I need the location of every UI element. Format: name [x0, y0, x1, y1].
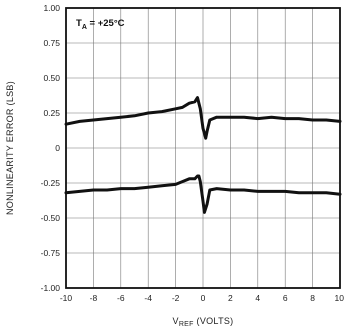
x-tick-label: 8	[310, 293, 315, 303]
x-tick-label: -6	[117, 293, 125, 303]
x-axis-label-rest: (VOLTS)	[194, 316, 234, 326]
series-line-2	[64, 174, 342, 214]
annotation-sub: A	[82, 24, 87, 31]
y-tick-label: -0.75	[41, 248, 61, 258]
y-tick-labels: 1.00 0.75 0.50 0.25 0 -0.25 -0.50 -0.75 -1.00	[41, 3, 61, 293]
y-tick-label: 0.25	[43, 108, 60, 118]
x-tick-label: 6	[283, 293, 288, 303]
y-tick-label: -1.00	[41, 283, 61, 293]
x-axis-label: VREF (VOLTS)	[173, 316, 234, 328]
annotation-main: T	[76, 18, 82, 29]
x-axis-label-sub: REF	[179, 321, 194, 328]
y-tick-label: 0	[55, 143, 60, 153]
y-tick-label: 0.75	[43, 38, 60, 48]
y-axis-label: NONLINEARITY ERROR (LSB)	[5, 81, 15, 215]
x-tick-label: 4	[255, 293, 260, 303]
series-layer	[64, 96, 342, 214]
y-tick-label: -0.25	[41, 178, 61, 188]
x-tick-label: -10	[60, 293, 73, 303]
y-tick-label: -0.50	[41, 213, 61, 223]
y-tick-label: 0.50	[43, 73, 60, 83]
x-axis-label-main: V	[173, 316, 179, 326]
series-line-1	[64, 96, 342, 140]
x-tick-label: -4	[144, 293, 152, 303]
x-tick-label: 10	[335, 293, 344, 303]
plot-frame	[65, 7, 341, 289]
y-tick-label: 1.00	[43, 3, 60, 13]
x-tick-labels: -10 -8 -6 -4 -2 0 2 4 6 8 10	[60, 293, 344, 303]
x-tick-label: -2	[172, 293, 180, 303]
temperature-annotation: TA = +25°C	[76, 18, 125, 31]
annotation-rest: = +25°C	[87, 18, 125, 29]
x-tick-label: -8	[90, 293, 98, 303]
x-tick-label: 2	[228, 293, 233, 303]
x-tick-label: 0	[201, 293, 206, 303]
grid-lines	[65, 7, 341, 289]
